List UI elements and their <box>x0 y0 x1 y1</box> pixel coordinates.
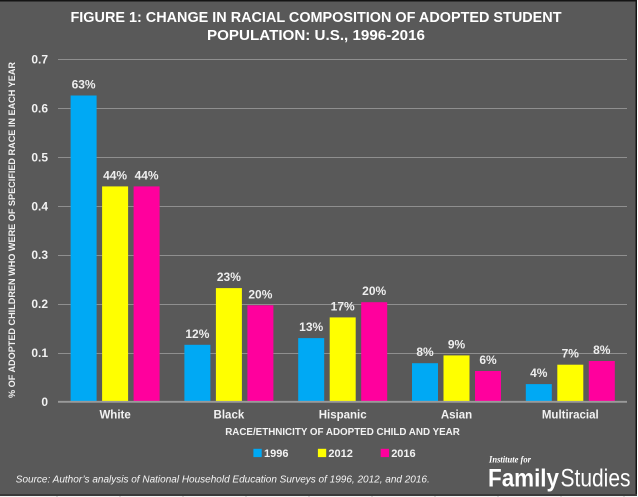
svg-text:0.7: 0.7 <box>31 53 48 67</box>
svg-text:Hispanic: Hispanic <box>319 410 368 422</box>
svg-text:POPULATION: U.S., 1996-2016: POPULATION: U.S., 1996-2016 <box>207 28 425 44</box>
svg-text:2016: 2016 <box>391 448 415 460</box>
svg-text:0.2: 0.2 <box>31 297 48 311</box>
svg-text:0.1: 0.1 <box>31 346 48 360</box>
svg-text:12%: 12% <box>185 327 209 341</box>
svg-text:0: 0 <box>41 395 48 409</box>
svg-text:0.5: 0.5 <box>31 150 48 164</box>
svg-text:1996: 1996 <box>264 448 288 460</box>
svg-text:20%: 20% <box>362 284 386 298</box>
svg-text:44%: 44% <box>135 168 159 182</box>
svg-text:FIGURE 1: CHANGE IN RACIAL COM: FIGURE 1: CHANGE IN RACIAL COMPOSITION O… <box>71 10 562 26</box>
svg-text:Black: Black <box>214 410 245 422</box>
svg-text:% OF ADOPTED CHILDREN WHO WERE: % OF ADOPTED CHILDREN WHO WERE OF SPECIF… <box>7 62 17 398</box>
svg-text:Institute for: Institute for <box>488 455 531 465</box>
svg-text:4%: 4% <box>530 366 548 380</box>
svg-text:63%: 63% <box>72 78 96 92</box>
svg-text:Asian: Asian <box>441 410 472 422</box>
svg-text:Multiracial: Multiracial <box>542 410 599 422</box>
svg-text:20%: 20% <box>248 287 272 301</box>
svg-text:0.6: 0.6 <box>31 102 48 116</box>
svg-text:0.3: 0.3 <box>31 248 48 262</box>
svg-text:Source: Author’s analysis of: Source: Author’s analysis of National Ho… <box>16 474 430 485</box>
svg-text:7%: 7% <box>562 347 580 361</box>
svg-text:8%: 8% <box>416 345 434 359</box>
svg-text:23%: 23% <box>217 270 241 284</box>
svg-text:13%: 13% <box>299 320 323 334</box>
svg-text:0.4: 0.4 <box>31 199 48 213</box>
svg-text:8%: 8% <box>593 343 611 357</box>
svg-text:2012: 2012 <box>328 448 352 460</box>
svg-text:9%: 9% <box>448 337 466 351</box>
svg-text:17%: 17% <box>331 299 355 313</box>
svg-text:RACE/ETHNICITY OF ADOPTED CHIL: RACE/ETHNICITY OF ADOPTED CHILD AND YEAR <box>225 427 460 438</box>
svg-text:6%: 6% <box>479 353 497 367</box>
svg-text:Family: Family <box>488 465 559 493</box>
svg-text:Studies: Studies <box>561 465 631 493</box>
svg-text:White: White <box>99 410 130 422</box>
svg-text:44%: 44% <box>103 168 127 182</box>
